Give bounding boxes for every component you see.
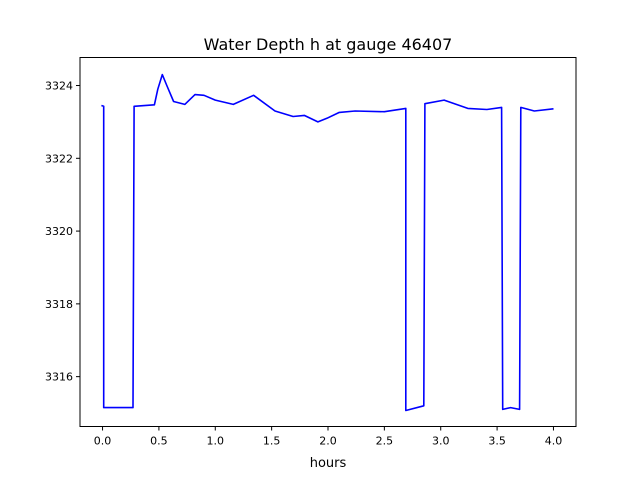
x-tick-label: 4.0	[545, 435, 563, 448]
x-axis-label: hours	[310, 456, 347, 471]
y-tick-label: 3322	[45, 152, 73, 165]
x-tick-label: 2.0	[319, 435, 337, 448]
x-tick-label: 3.0	[432, 435, 450, 448]
x-tick-label: 3.5	[488, 435, 506, 448]
y-tick-label: 3316	[45, 371, 73, 384]
y-tick-label: 3324	[45, 80, 73, 93]
x-tick-label: 0.0	[94, 435, 112, 448]
x-tick-label: 1.5	[263, 435, 281, 448]
series-line-h	[101, 73, 554, 412]
chart-title: Water Depth h at gauge 46407	[204, 35, 453, 54]
x-tick-label: 2.5	[376, 435, 394, 448]
y-tick-label: 3320	[45, 225, 73, 238]
y-tick-label: 3318	[45, 298, 73, 311]
x-tick-label: 0.5	[150, 435, 168, 448]
x-tick-label: 1.0	[207, 435, 225, 448]
